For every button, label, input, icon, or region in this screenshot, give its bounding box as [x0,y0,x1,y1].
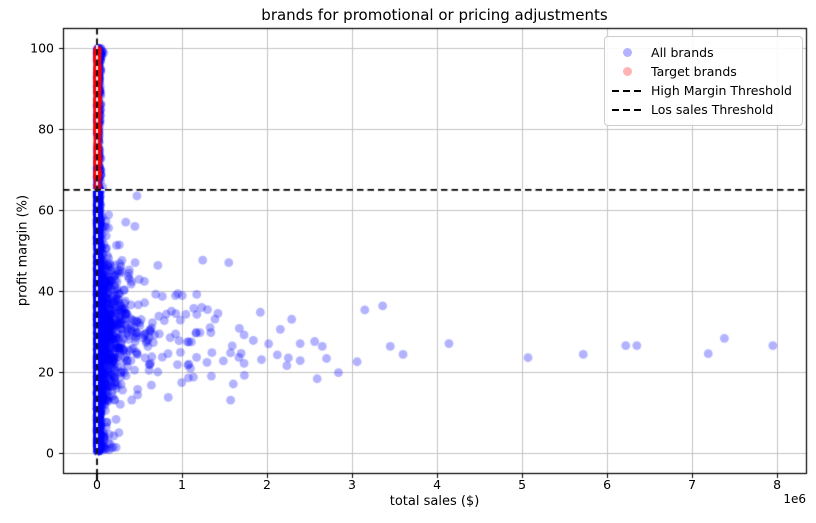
x-tick-label: 8 [773,477,782,492]
x-tick-label: 3 [348,477,357,492]
legend-entry-label: All brands [651,45,714,60]
marker-dot-icon [622,48,632,57]
legend-entry: High Margin Threshold [611,81,792,100]
y-tick-label: 80 [38,121,54,137]
x-axis-label: total sales ($) [389,494,480,509]
y-tick-label: 40 [38,283,54,299]
legend-entry-label: Target brands [651,64,737,79]
x-tick-label: 6 [603,477,612,492]
legend-entry-label: Los sales Threshold [651,102,774,117]
x-tick-label: 2 [263,477,271,492]
legend: All brands Target brands High Margin Thres… [604,36,803,126]
x-tick-label: 4 [433,477,442,492]
y-tick-label: 100 [30,40,54,56]
marker-dot-icon [622,67,632,76]
chart-title: brands for promotional or pricing adjust… [261,6,608,24]
legend-marker-dot-icon [611,67,643,76]
legend-entry: Los sales Threshold [611,100,792,119]
dashed-line-icon [612,108,643,111]
x-tick-label: 1 [178,477,186,492]
legend-entry: Target brands [611,62,792,81]
legend-entry: All brands [611,43,792,62]
dashed-line-icon [612,89,643,92]
x-axis-offset-label: 1e6 [783,492,806,506]
legend-dashed-line-icon [611,89,643,92]
x-tick-label: 7 [688,477,697,492]
x-tick-label: 0 [93,477,101,492]
x-tick-label: 5 [518,477,527,492]
y-tick-label: 20 [38,364,54,380]
legend-entry-label: High Margin Threshold [651,83,792,98]
legend-marker-dot-icon [611,48,643,57]
legend-dashed-line-icon [611,108,643,111]
y-tick-label: 0 [46,445,54,461]
y-tick-label: 60 [38,202,54,218]
legend-entries: All brands Target brands High Margin Thres… [611,43,792,119]
